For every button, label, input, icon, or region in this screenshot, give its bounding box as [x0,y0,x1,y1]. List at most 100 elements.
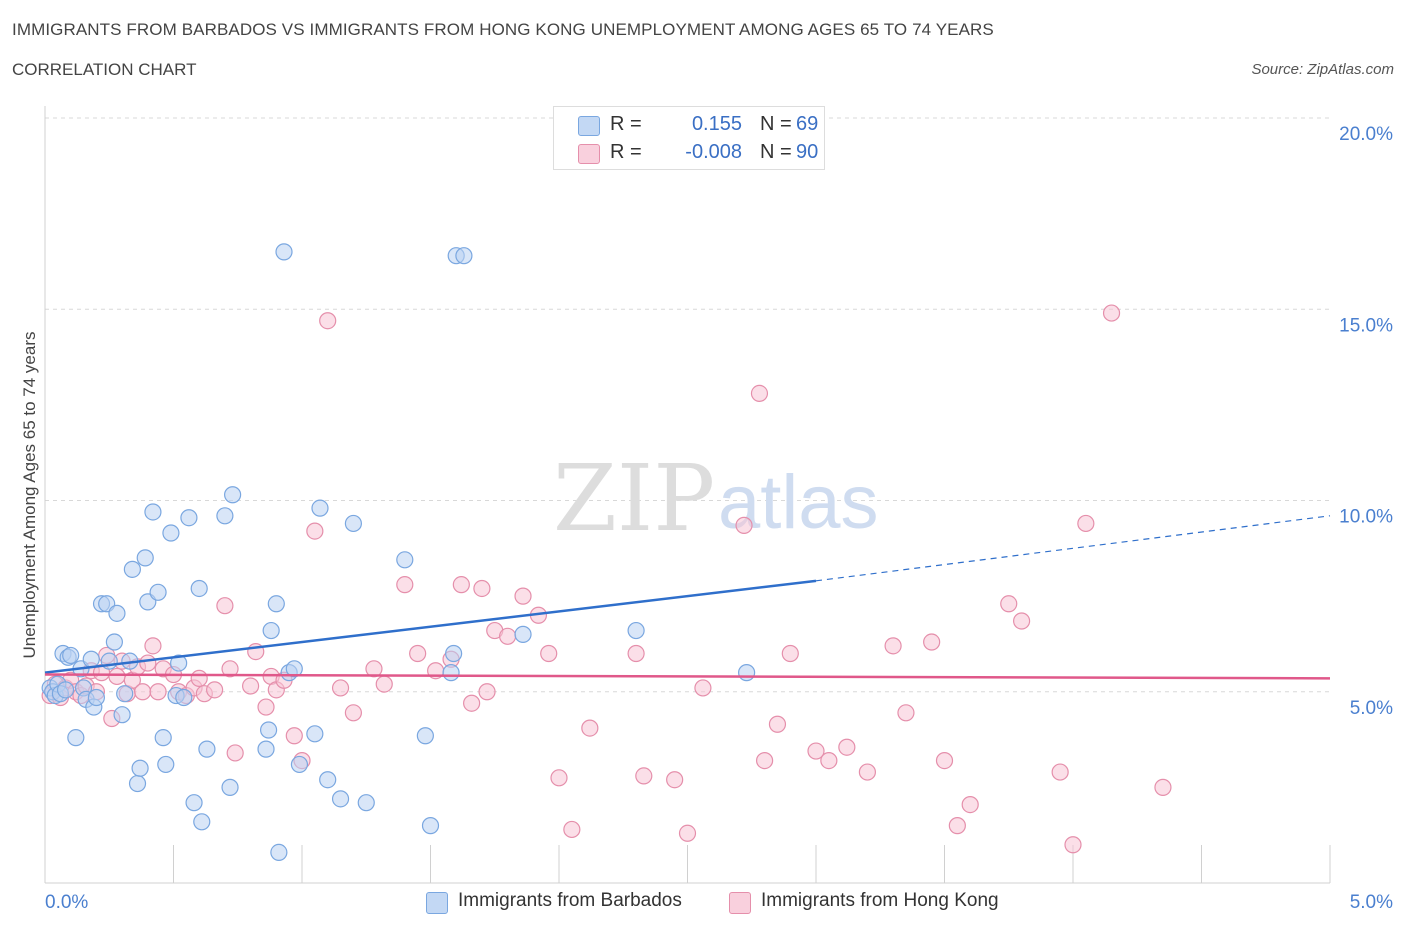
data-point-barbados [455,247,473,265]
trend-line-barbados-extension [815,515,1331,582]
y-tick-label: 20.0% [1339,124,1393,145]
data-point-barbados [344,514,362,533]
data-point-barbados [262,621,280,640]
data-point-hongkong [768,715,787,733]
data-point-barbados [185,794,203,812]
data-point-barbados [259,721,278,739]
data-point-hongkong [452,576,470,594]
data-point-hongkong [563,820,581,839]
data-point-hongkong [144,637,162,655]
data-point-barbados [416,727,434,745]
x-tick-label: 5.0% [1350,892,1393,913]
points-hongkong [41,304,1172,854]
data-point-hongkong [139,654,157,672]
data-point-barbados [311,499,329,517]
data-point-hongkong [134,683,152,701]
data-point-hongkong [678,824,697,842]
data-point-barbados [275,243,293,261]
data-point-barbados [123,560,141,578]
y-tick-label: 5.0% [1350,698,1393,719]
x-tick-label: 0.0% [45,892,88,913]
data-point-hongkong [1064,836,1082,854]
data-point-hongkong [190,669,208,687]
data-point-hongkong [1012,612,1031,630]
data-point-hongkong [923,633,941,651]
legend-n-label: N = [760,141,792,163]
data-point-barbados [62,646,80,665]
data-point-hongkong [242,677,260,695]
data-point-barbados [257,740,275,758]
data-point-barbados [221,778,239,796]
data-point-hongkong [627,644,645,663]
data-point-hongkong [1102,304,1121,322]
data-point-hongkong [331,679,350,697]
tick-labels: 5.0% 10.0% 15.0% 20.0% 0.0% 5.0% [45,124,1393,913]
data-point-hongkong [149,683,167,701]
bottom-legend-swatch-barbados [426,892,448,914]
trend-line-barbados [44,579,817,674]
data-point-barbados [193,813,211,831]
data-point-hongkong [257,698,275,716]
data-point-barbados [224,486,242,504]
data-point-hongkong [961,795,979,814]
data-point-barbados [128,774,147,793]
legend-r-label: R = [610,113,642,135]
data-point-hongkong [820,751,838,770]
bottom-legend-swatch-hongkong [729,892,751,914]
data-point-barbados [396,551,414,569]
data-point-hongkong [478,683,496,701]
trend-lines [44,515,1331,680]
data-point-barbados [154,729,172,747]
data-point-barbados [198,740,216,758]
data-point-hongkong [409,644,427,663]
legend-n-label: N = [760,113,792,135]
data-point-barbados [190,579,208,598]
legend-r-label: R = [610,141,642,163]
chart-title: IMMIGRANTS FROM BARBADOS VS IMMIGRANTS F… [12,20,994,39]
data-point-barbados [331,790,350,808]
data-point-hongkong [540,644,558,663]
data-point-hongkong [1051,763,1069,781]
data-point-hongkong [365,660,383,678]
watermark: ZIP atlas [553,445,879,552]
data-point-barbados [290,755,309,774]
data-point-hongkong [750,384,769,402]
data-point-hongkong [581,719,599,737]
data-point-hongkong [344,704,362,722]
data-point-barbados [56,681,75,699]
legend-r-value: 0.155 [691,113,742,135]
source-credit: Source: ZipAtlas.com [1251,61,1394,78]
data-point-barbados [319,771,337,789]
data-point-hongkong [206,681,224,699]
data-point-barbados [175,688,193,707]
data-point-hongkong [666,771,684,789]
data-point-hongkong [473,579,491,598]
data-point-barbados [131,759,149,777]
data-point-hongkong [755,751,774,770]
data-point-hongkong [858,763,877,781]
data-point-hongkong [319,312,337,330]
data-point-hongkong [1000,595,1018,613]
data-point-hongkong [735,516,753,534]
data-point-hongkong [550,769,568,787]
bottom-legend-label-hongkong: Immigrants from Hong Kong [761,890,999,911]
data-point-hongkong [375,675,393,693]
data-point-hongkong [108,667,126,686]
data-point-barbados [267,595,285,613]
data-point-barbados [67,729,85,747]
y-tick-label: 10.0% [1339,507,1393,528]
data-point-barbados [87,688,106,707]
data-point-hongkong [1077,514,1095,533]
data-point-barbados [216,507,234,525]
data-point-barbados [108,604,126,622]
data-point-hongkong [396,576,414,594]
data-point-barbados [162,524,180,542]
data-point-barbados [149,583,167,601]
correlation-legend: R = 0.155 N = 69 R = -0.008 N = 90 [553,106,825,170]
data-point-hongkong [635,767,653,785]
data-point-hongkong [463,694,481,712]
legend-n-value: 69 [796,113,819,135]
data-point-hongkong [226,744,244,762]
legend-n-value: 90 [796,141,819,163]
